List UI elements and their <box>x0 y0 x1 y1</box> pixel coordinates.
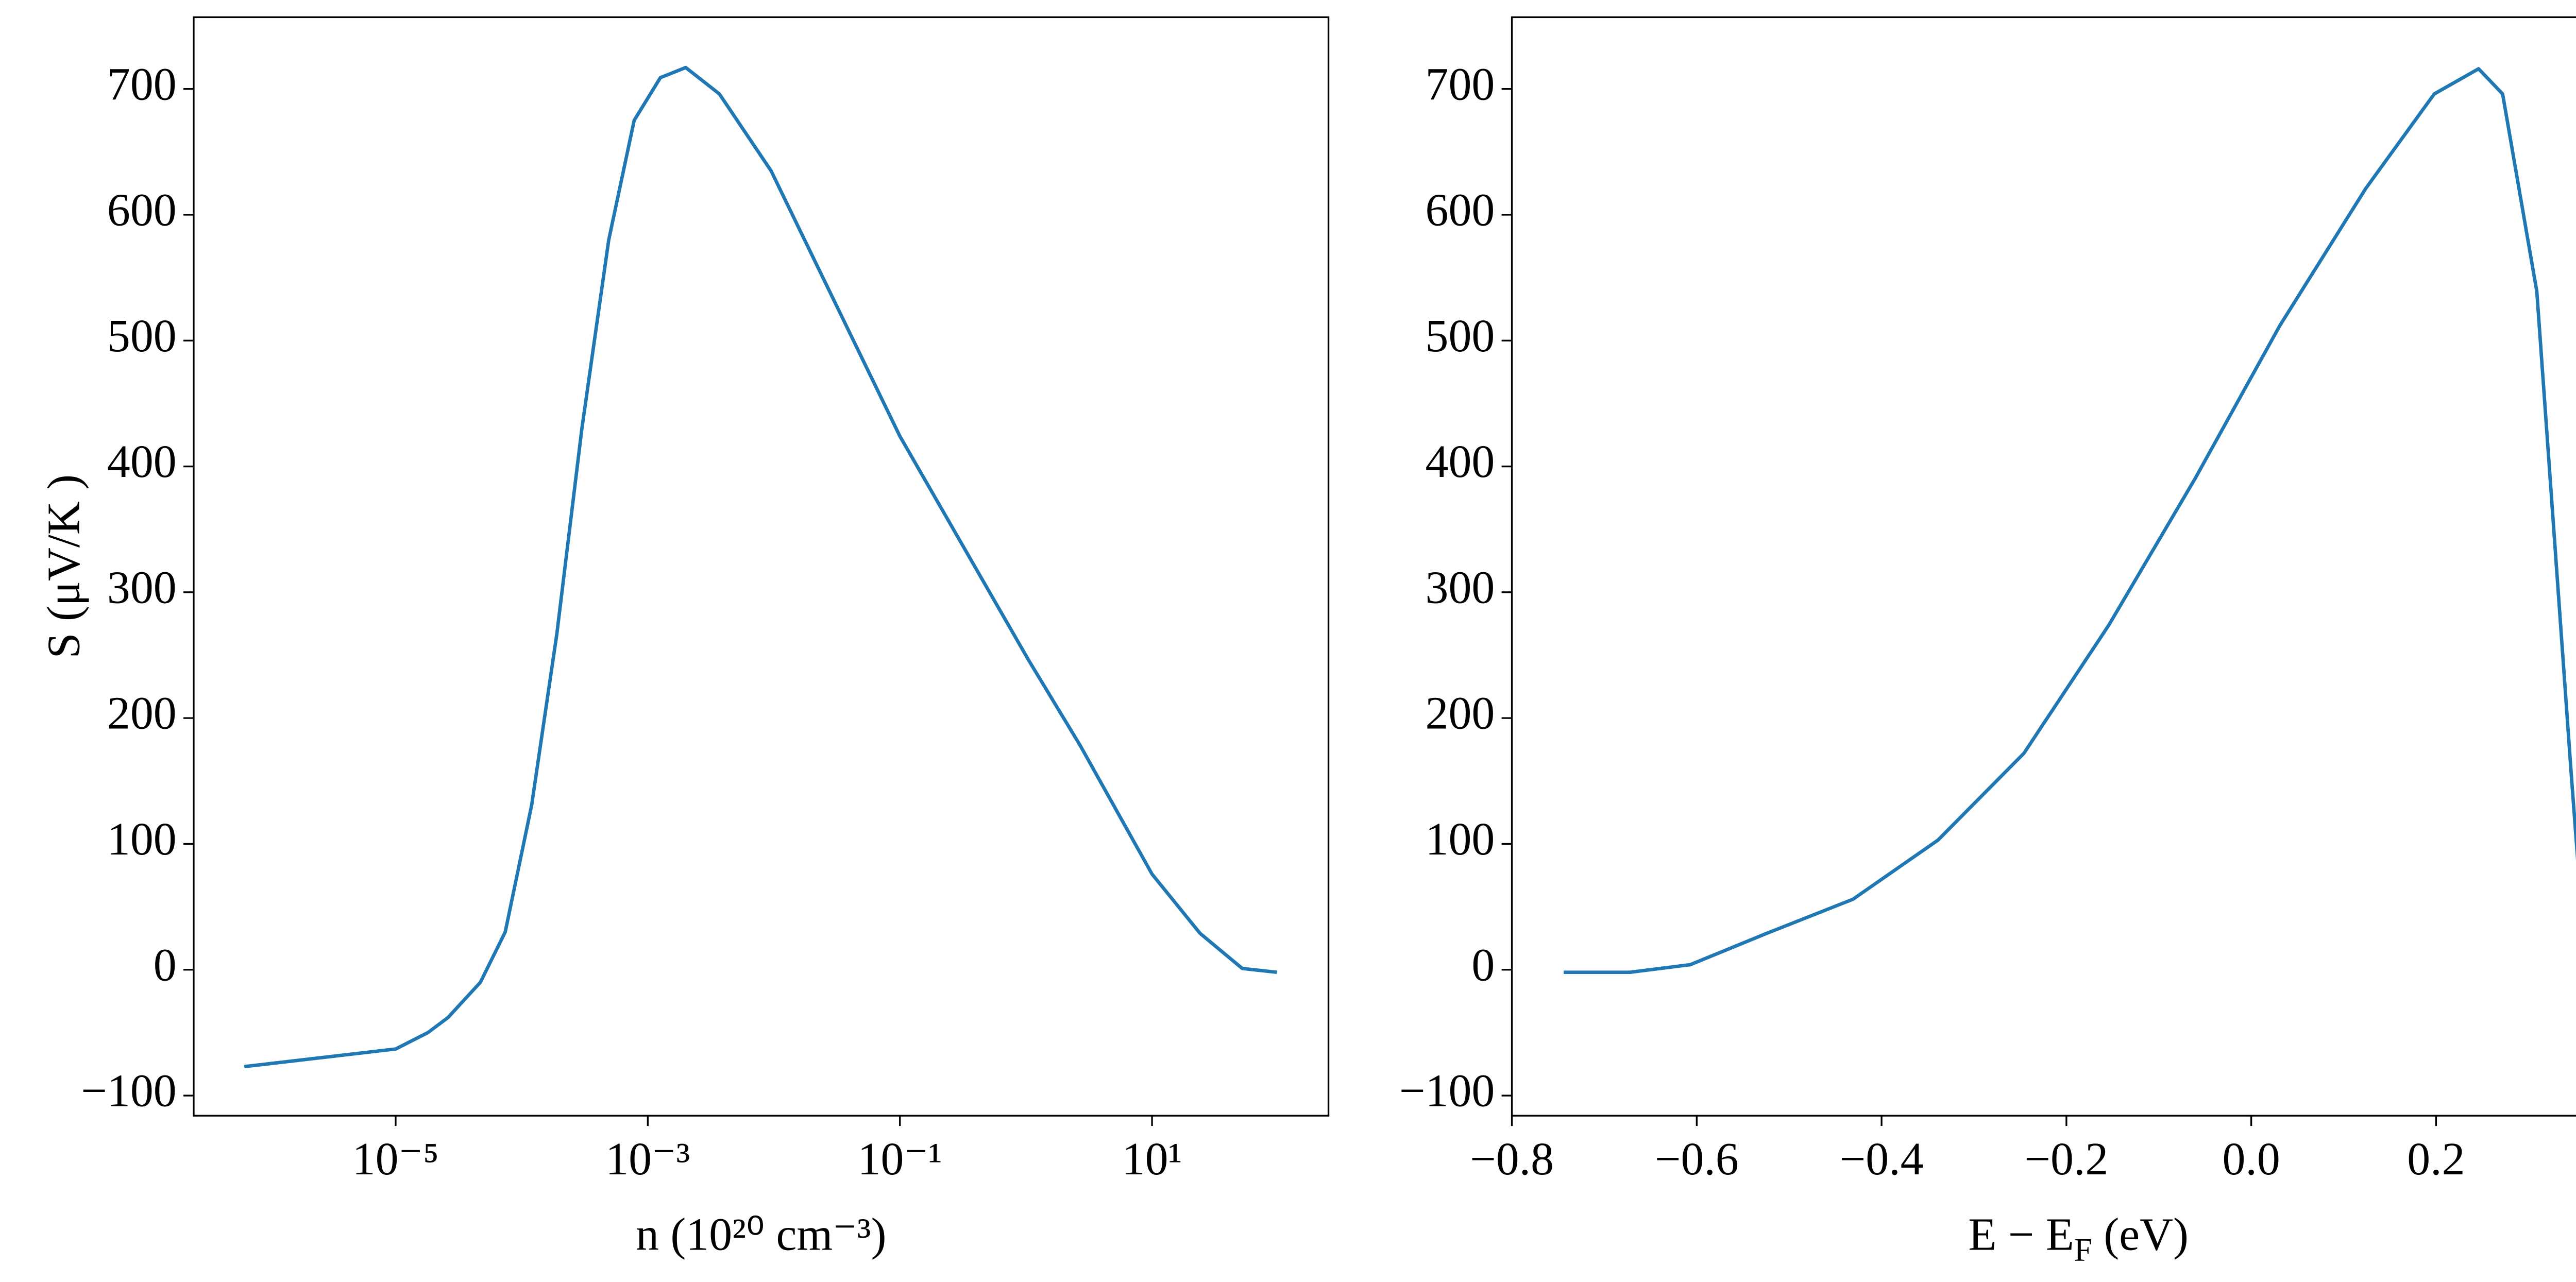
y-tick-label: 500 <box>1426 311 1495 362</box>
x-tick-label: −0.2 <box>2024 1134 2108 1185</box>
y-tick-label: 600 <box>107 185 177 236</box>
x-tick-label: −0.4 <box>1840 1134 1924 1185</box>
axes-frame <box>193 16 1330 1117</box>
y-tick-label: 0 <box>154 939 177 990</box>
y-tick-label: 300 <box>1426 562 1495 613</box>
y-tick-label: 100 <box>1426 814 1495 865</box>
x-axis-label-part: F <box>2074 1232 2092 1268</box>
y-tick-label: −100 <box>1399 1066 1495 1117</box>
data-line <box>1564 67 2576 974</box>
x-axis-label: E − EF (eV) <box>1968 1209 2189 1268</box>
y-tick-label: 200 <box>1426 688 1495 739</box>
x-tick-label: 0.0 <box>2222 1134 2280 1185</box>
y-tick-label: 100 <box>107 814 177 865</box>
x-tick-label: −0.6 <box>1655 1134 1739 1185</box>
x-axis-label-part: E − E <box>1968 1209 2074 1260</box>
y-tick-label: 0 <box>1471 939 1495 990</box>
x-tick-label: 0.2 <box>2407 1134 2465 1185</box>
x-tick-label: 10¹ <box>1122 1134 1182 1185</box>
x-axis-label: n (10²⁰ cm⁻³) <box>636 1209 887 1260</box>
x-tick-label: 10⁻³ <box>605 1134 690 1185</box>
x-tick-label: −0.8 <box>1470 1134 1554 1185</box>
x-axis-label-part: (eV) <box>2092 1209 2189 1260</box>
y-tick-label: 400 <box>1426 436 1495 487</box>
y-tick-label: 600 <box>1426 185 1495 236</box>
y-axis-label: S (μV/K ) <box>39 474 90 659</box>
data-line <box>244 65 1277 1069</box>
y-tick-label: 300 <box>107 562 177 613</box>
x-tick-label: 10⁻¹ <box>858 1134 942 1185</box>
y-tick-label: 200 <box>107 688 177 739</box>
y-tick-label: 700 <box>107 59 177 110</box>
y-tick-label: 500 <box>107 311 177 362</box>
x-tick-label: 10⁻⁵ <box>352 1134 439 1185</box>
x-axis-label-part: n (10²⁰ cm⁻³) <box>636 1209 887 1260</box>
y-tick-label: 700 <box>1426 59 1495 110</box>
y-tick-label: −100 <box>81 1066 176 1117</box>
axes-frame <box>1511 16 2576 1117</box>
y-tick-label: 400 <box>107 436 177 487</box>
